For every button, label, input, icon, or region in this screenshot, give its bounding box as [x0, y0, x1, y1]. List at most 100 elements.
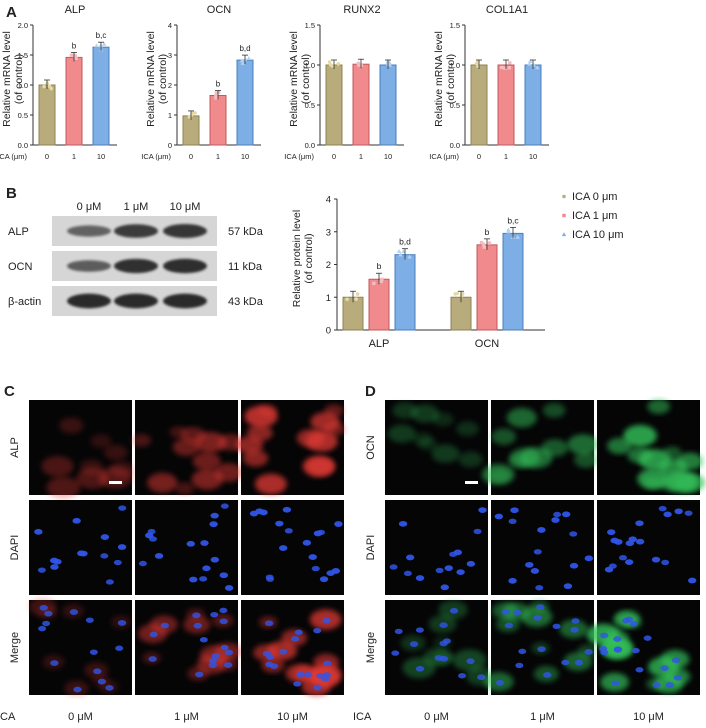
- nucleus: [313, 684, 322, 691]
- micrograph-merge-0: [28, 597, 132, 697]
- y-tick-label: 1: [168, 111, 172, 120]
- bar: [92, 46, 110, 146]
- nucleus: [50, 564, 59, 570]
- nucleus: [97, 678, 107, 685]
- y-tick-label: 1.5: [305, 21, 315, 30]
- y-axis-label: Relative protein level(of control): [291, 210, 315, 307]
- stained-cell: [172, 438, 200, 456]
- micrograph-alp-2: [236, 400, 345, 495]
- wb-row-1: OCN 11 kDa: [8, 251, 263, 281]
- nucleus: [149, 631, 158, 638]
- wb-kda-label: 57 kDa: [228, 226, 264, 238]
- nucleus: [440, 584, 449, 591]
- stained-cell: [458, 451, 483, 468]
- significance-label: b: [216, 80, 221, 89]
- nucleus: [625, 540, 635, 547]
- nucleus: [409, 641, 419, 647]
- nucleus: [69, 609, 79, 615]
- nucleus: [508, 518, 517, 525]
- nucleus: [211, 653, 221, 660]
- wb-band: [67, 293, 111, 309]
- data-point: [482, 245, 486, 249]
- nucleus: [42, 620, 51, 627]
- panel-b-protein-chart: Relative protein level(of control) 0 1 2 3 4 A…: [291, 191, 624, 350]
- nucleus: [415, 575, 425, 581]
- nucleus: [570, 626, 579, 633]
- nucleus: [303, 671, 313, 678]
- nucleus: [199, 637, 208, 643]
- nucleus: [138, 560, 147, 567]
- data-point: [379, 279, 383, 284]
- micrograph-column-label: 10 μM: [277, 711, 308, 723]
- nucleus: [311, 565, 320, 572]
- wb-band: [163, 258, 207, 274]
- stained-cell: [676, 452, 704, 471]
- nucleus: [391, 650, 400, 656]
- stained-cell: [417, 437, 438, 451]
- data-point: [500, 65, 504, 70]
- data-point: [336, 62, 341, 66]
- micrograph-row-label: DAPI: [365, 535, 377, 561]
- y-tick-label: 0.5: [18, 111, 28, 120]
- micrograph-dapi-2: [241, 500, 344, 595]
- micrograph-merge-2: [586, 600, 700, 695]
- stained-cell: [296, 429, 325, 448]
- stained-cell: [647, 398, 671, 414]
- stained-cell: [607, 437, 633, 455]
- micrograph-column-label: 1 μM: [530, 711, 555, 723]
- nucleus: [537, 646, 546, 653]
- nucleus: [501, 608, 511, 615]
- nucleus: [105, 579, 114, 585]
- nucleus: [533, 614, 542, 621]
- stained-cell: [254, 473, 287, 495]
- nucleus: [319, 576, 329, 583]
- data-point: [216, 90, 221, 95]
- nucleus: [284, 528, 293, 534]
- nucleus: [37, 567, 46, 573]
- nucleus: [563, 583, 573, 590]
- stained-cell: [506, 407, 537, 428]
- wb-kda-label: 43 kDa: [228, 296, 264, 308]
- data-point: [515, 234, 520, 239]
- legend-marker: [561, 232, 567, 237]
- y-tick-label: 3: [326, 227, 331, 238]
- nucleus: [117, 544, 127, 550]
- data-point: [398, 252, 403, 257]
- nucleus: [495, 679, 505, 686]
- x-tick-label: 10: [241, 152, 249, 161]
- x-axis-label: ICA (μm): [141, 152, 171, 161]
- nucleus: [199, 576, 208, 582]
- x-axis-label: ICA (μm): [429, 152, 459, 161]
- stained-cell: [175, 482, 195, 495]
- x-tick-label: 10: [97, 152, 105, 161]
- data-point: [396, 248, 402, 253]
- nucleus: [398, 520, 408, 527]
- data-point: [101, 41, 107, 46]
- micrograph-background: [29, 500, 132, 595]
- stained-cell: [411, 404, 440, 423]
- stained-cell: [509, 448, 540, 468]
- micrograph-column-label: 0 μM: [424, 711, 449, 723]
- nucleus: [210, 556, 220, 563]
- legend-entry: ICA 10 μm: [572, 229, 624, 241]
- nucleus: [154, 552, 164, 559]
- micrograph-dapi-2: [597, 500, 700, 595]
- nucleus: [189, 576, 198, 583]
- data-point: [345, 297, 349, 302]
- nucleus: [444, 565, 453, 572]
- micrograph-ocn-0: [385, 400, 488, 495]
- chart-title: OCN: [207, 4, 232, 16]
- x-tick-label: 0: [332, 152, 336, 161]
- nucleus: [530, 568, 540, 574]
- data-point: [487, 241, 492, 245]
- wb-lane-2: 10 μM: [170, 201, 201, 213]
- y-axis-label-line-0: Relative mRNA level: [1, 31, 13, 127]
- y-axis-label-line-0: Relative mRNA level: [288, 31, 300, 127]
- panel-d-micrographs: OCN DAPI Merge ICA 0 μM 1 μM 10 μM: [353, 398, 706, 723]
- y-tick-label: 1.5: [450, 21, 460, 30]
- bar: [497, 64, 515, 146]
- data-point: [187, 115, 192, 119]
- data-point: [74, 56, 78, 61]
- nucleus: [415, 665, 425, 672]
- nucleus: [435, 567, 444, 574]
